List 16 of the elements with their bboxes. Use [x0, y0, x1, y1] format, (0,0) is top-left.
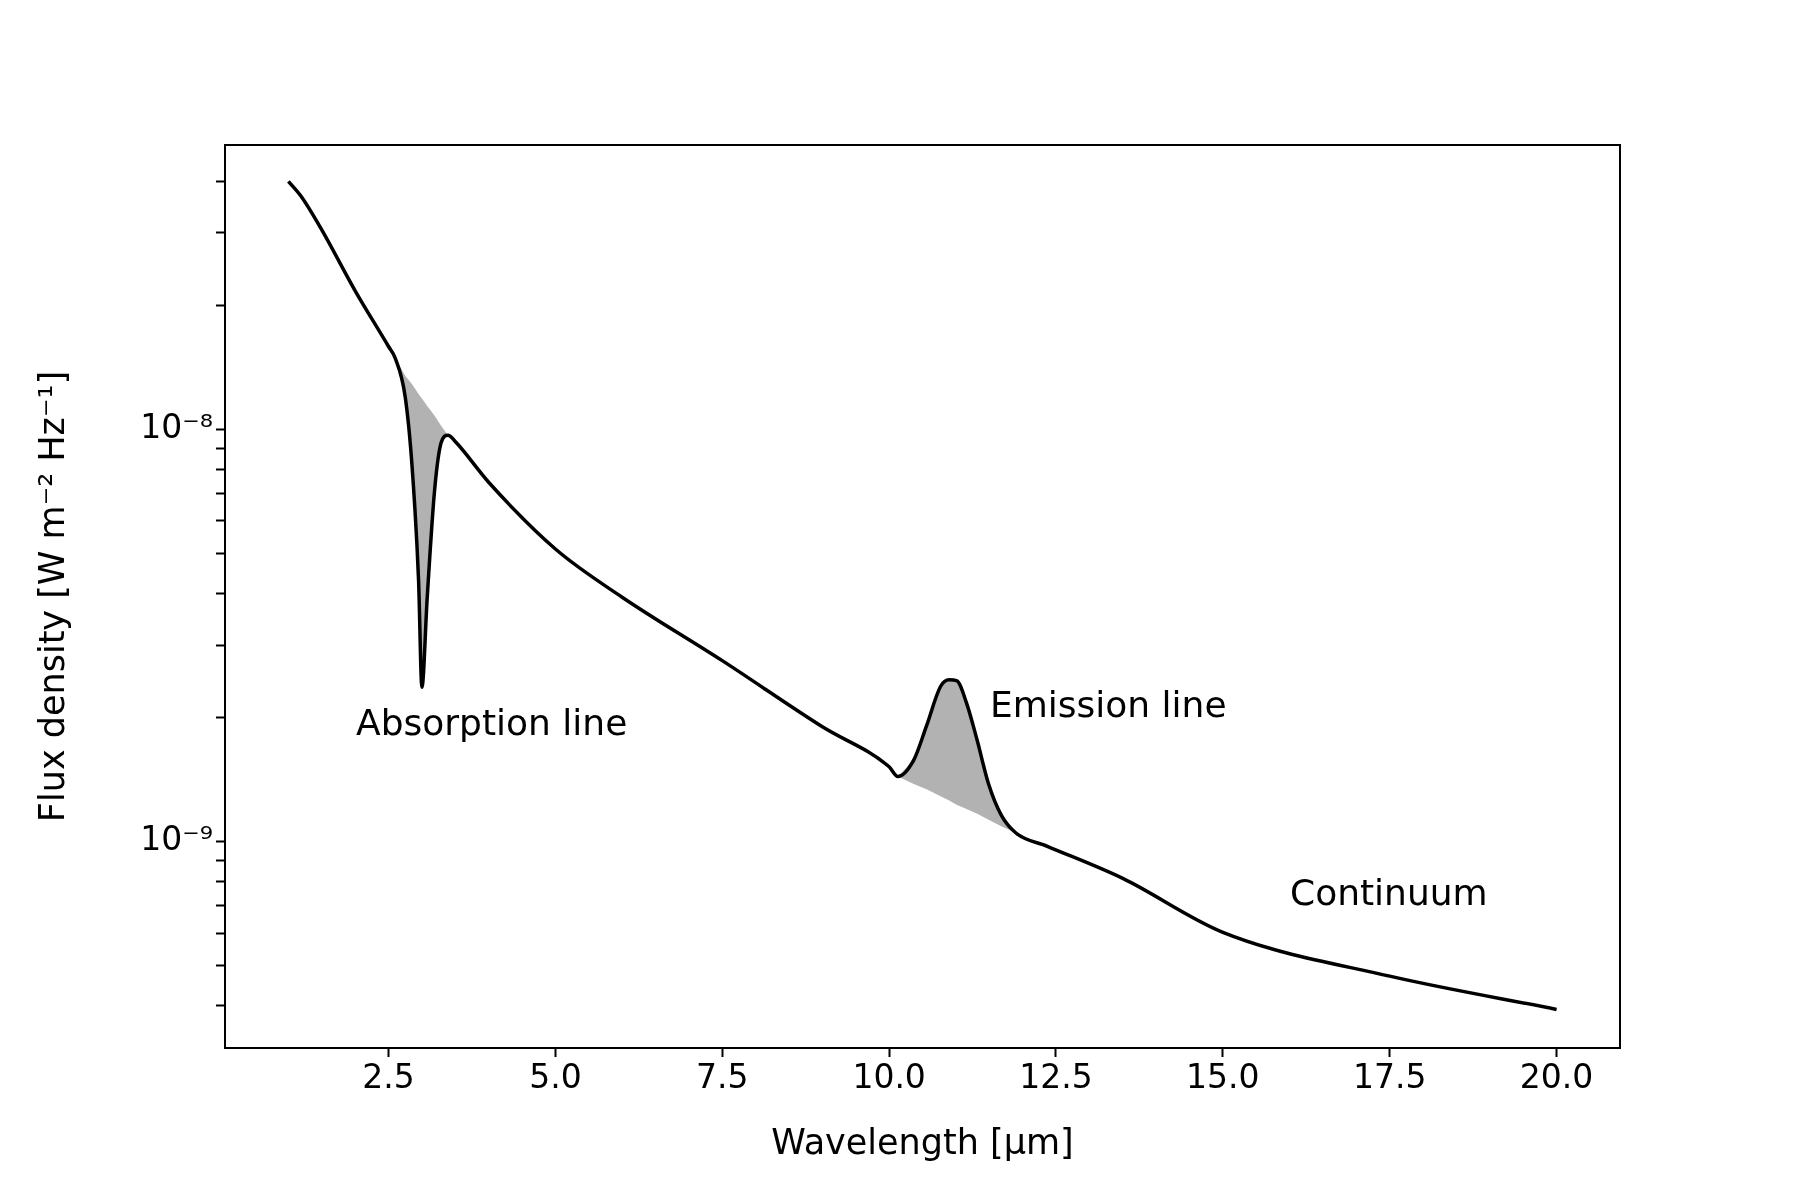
x-tick-label: 10.0 [852, 1057, 926, 1097]
x-tick-label: 15.0 [1186, 1057, 1260, 1097]
x-tick-label: 20.0 [1519, 1057, 1594, 1097]
annotation: Absorption line [356, 702, 628, 743]
y-axis-title: Flux density [W m⁻² Hz⁻¹] [32, 370, 73, 823]
x-tick-label: 7.5 [696, 1057, 749, 1097]
annotation: Emission line [990, 684, 1227, 725]
line-series [286, 179, 1559, 1012]
annotation: Continuum [1290, 872, 1488, 913]
x-axis-title: Wavelength [μm] [771, 1122, 1074, 1163]
y-tick-label: 10⁻⁸ [140, 407, 213, 447]
x-tick-label: 12.5 [1019, 1057, 1093, 1097]
x-tick-label: 17.5 [1352, 1057, 1427, 1097]
x-tick-label: 5.0 [529, 1057, 582, 1097]
y-tick-label: 10⁻⁹ [140, 819, 213, 859]
x-tick-label: 2.5 [362, 1057, 415, 1097]
